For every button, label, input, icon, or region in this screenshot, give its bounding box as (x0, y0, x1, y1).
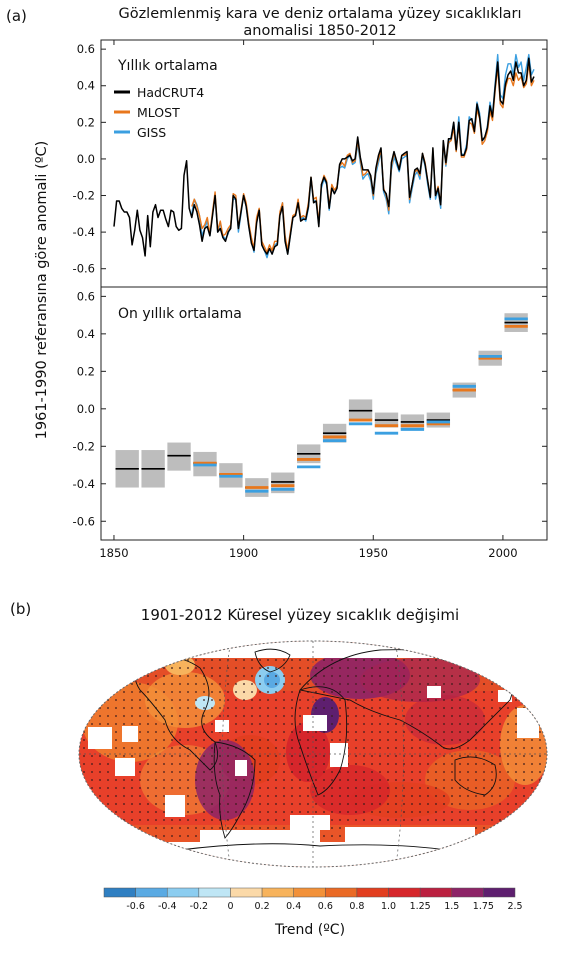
colorbar-swatch (261, 887, 294, 898)
colorbar-tick-label: 2.5 (507, 901, 522, 912)
panel-b-title: 1901-2012 Küresel yüzey sıcaklık değişim… (141, 606, 459, 624)
colorbar-tick-label: -0.6 (126, 901, 145, 912)
colorbar-swatch (230, 887, 263, 898)
annual-y-tick-label: -0.4 (73, 225, 95, 239)
colorbar-swatch (419, 887, 453, 898)
panel-a-title-line2: anomalisi 1850-2012 (243, 23, 396, 39)
x-tick-label: 2000 (488, 546, 517, 560)
x-tick-label: 1900 (229, 546, 258, 560)
decadal-plot-frame (100, 286, 548, 541)
annual-y-ticks: 0.6 0.4 0.2 0.0 -0.2 -0.4 -0.6 (73, 42, 547, 276)
decadal-y-tick-label: -0.6 (73, 514, 95, 528)
colorbar-tick-label: 0.8 (349, 901, 364, 912)
colorbar-swatch (483, 887, 516, 898)
annual-y-tick-label: -0.6 (73, 262, 95, 276)
colorbar: -0.6 -0.4 -0.2 0 0.2 0.4 0.6 0.8 1.0 1.25 1.5 1.75 2… (103, 887, 523, 912)
line-hadcrut4 (113, 57, 535, 257)
colorbar-tick-label: 0.2 (255, 901, 270, 912)
colorbar-swatch (198, 887, 231, 898)
annual-series (113, 53, 535, 259)
decadal-y-tick-label: 0.2 (77, 364, 95, 378)
decadal-y-tick-label: 0.4 (77, 327, 95, 341)
decade-uncertainty-box (271, 472, 295, 494)
colorbar-swatch (166, 887, 200, 898)
decade-uncertainty-box (167, 442, 191, 471)
colorbar-tick-label: 1.0 (381, 901, 396, 912)
panel-a-letter: (a) (6, 7, 27, 25)
decadal-y-tick-label: -0.4 (73, 477, 95, 491)
x-tick-label: 1850 (99, 546, 128, 560)
annual-y-tick-label: -0.2 (73, 189, 95, 203)
decade-uncertainty-box (348, 399, 373, 421)
annual-y-tick-label: 0.0 (77, 152, 95, 166)
decadal-y-tick-label: -0.2 (73, 439, 95, 453)
annual-plot: Yıllık ortalama 0.6 0.4 0.2 0.0 -0.2 -0.4 -0.6… (73, 39, 548, 288)
decadal-series (115, 313, 528, 497)
colorbar-tick-label: 1.5 (444, 901, 459, 912)
annual-plot-frame (100, 39, 548, 288)
decadal-plot: On yıllık ortalama 0.6 0.4 0.2 0.0 -0.2 -0.4 -… (73, 40, 548, 560)
colorbar-swatch (325, 887, 358, 898)
colorbar-label: Trend (ºC) (274, 922, 345, 938)
colorbar-tick-label: 0.4 (286, 901, 301, 912)
colorbar-tick-label: 1.25 (410, 901, 431, 912)
colorbar-tick-label: 1.75 (473, 901, 494, 912)
line-giss (191, 53, 535, 259)
decadal-y-tick-label: 0.0 (77, 402, 95, 416)
decadal-subtitle: On yıllık ortalama (118, 306, 242, 322)
colorbar-tick-label: -0.4 (158, 901, 177, 912)
colorbar-tick-label: 0.6 (318, 901, 333, 912)
y-axis-label: 1961-1990 referansına göre anomali (ºC) (34, 141, 50, 440)
x-tick-label: 1950 (359, 546, 388, 560)
map-coastlines (134, 648, 513, 853)
colorbar-swatch (135, 887, 168, 898)
legend-label-giss: GISS (137, 125, 166, 140)
line-mlost (191, 63, 535, 253)
legend-label-hadcrut4: HadCRUT4 (137, 85, 204, 100)
colorbar-tick-label: -0.2 (190, 901, 209, 912)
colorbar-swatch (293, 887, 326, 898)
colorbar-swatch (356, 887, 389, 898)
map-graticule (79, 641, 547, 867)
panel-a-title-line1: Gözlemlenmiş kara ve deniz ortalama yüze… (118, 6, 521, 22)
annual-y-tick-label: 0.4 (77, 79, 95, 93)
world-trend-map (78, 640, 548, 868)
colorbar-swatch (451, 887, 484, 898)
colorbar-tick-label: 0 (227, 901, 233, 912)
legend: HadCRUT4 MLOST GISS (114, 85, 204, 140)
annual-subtitle: Yıllık ortalama (117, 58, 218, 74)
colorbar-swatch (388, 887, 421, 898)
panel-b-letter: (b) (10, 600, 31, 618)
x-axis-ticks: 1850 1900 1950 2000 (99, 40, 518, 560)
annual-y-tick-label: 0.6 (77, 42, 95, 56)
colorbar-swatch (103, 887, 136, 898)
decadal-y-tick-label: 0.6 (77, 289, 95, 303)
legend-label-mlost: MLOST (137, 105, 180, 120)
map-outline (78, 640, 548, 868)
annual-y-tick-label: 0.2 (77, 115, 95, 129)
decadal-y-ticks: 0.6 0.4 0.2 0.0 -0.2 -0.4 -0.6 (73, 289, 547, 528)
